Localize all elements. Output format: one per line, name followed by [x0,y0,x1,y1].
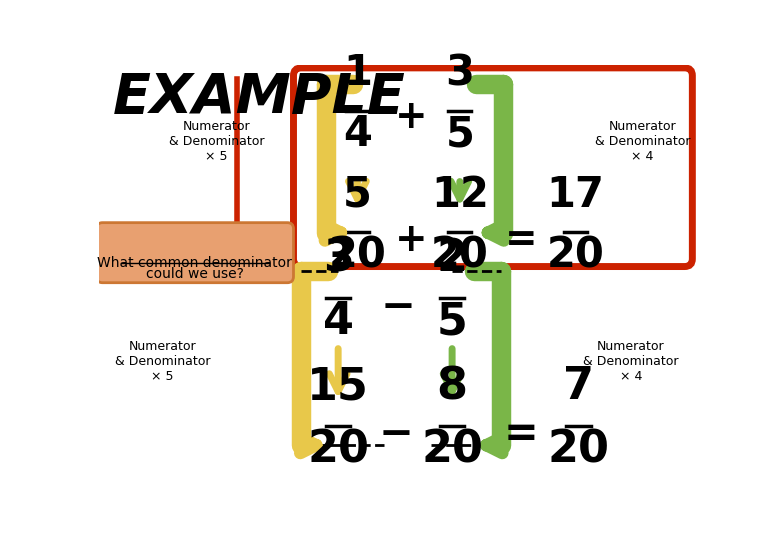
Text: 1: 1 [343,52,372,94]
Text: Numerator
& Denominator
× 4: Numerator & Denominator × 4 [594,120,690,163]
Text: 5: 5 [437,300,467,343]
Text: =: = [504,414,539,455]
Text: EXAMPLE: EXAMPLE [113,71,406,125]
Text: 20: 20 [431,235,489,276]
FancyBboxPatch shape [293,68,693,267]
Text: 15: 15 [307,365,369,408]
Text: −: − [381,286,416,328]
Text: +: + [395,221,427,259]
Text: 7: 7 [563,365,594,408]
Text: +: + [395,98,427,136]
Text: 20: 20 [328,235,386,276]
Text: 3: 3 [323,238,353,280]
Text: 20: 20 [421,428,483,471]
Text: What common denominator: What common denominator [98,256,292,270]
Text: 2: 2 [437,238,468,280]
Text: 5: 5 [445,113,474,155]
Text: 20: 20 [307,428,369,471]
Text: 3: 3 [445,52,474,94]
Text: −: − [378,414,413,455]
Text: Numerator
& Denominator
× 5: Numerator & Denominator × 5 [115,340,211,383]
Text: 5: 5 [343,174,372,215]
Text: Numerator
& Denominator
× 5: Numerator & Denominator × 5 [168,120,264,163]
FancyBboxPatch shape [97,222,293,283]
Text: 4: 4 [323,300,353,343]
Text: 4: 4 [343,113,372,155]
Text: 17: 17 [546,174,604,215]
Text: 20: 20 [546,235,604,276]
Text: 20: 20 [548,428,609,471]
Text: could we use?: could we use? [146,267,244,281]
Text: 8: 8 [437,365,468,408]
Text: =: = [505,221,537,259]
Text: 12: 12 [431,174,489,215]
Text: Numerator
& Denominator
× 4: Numerator & Denominator × 4 [583,340,679,383]
